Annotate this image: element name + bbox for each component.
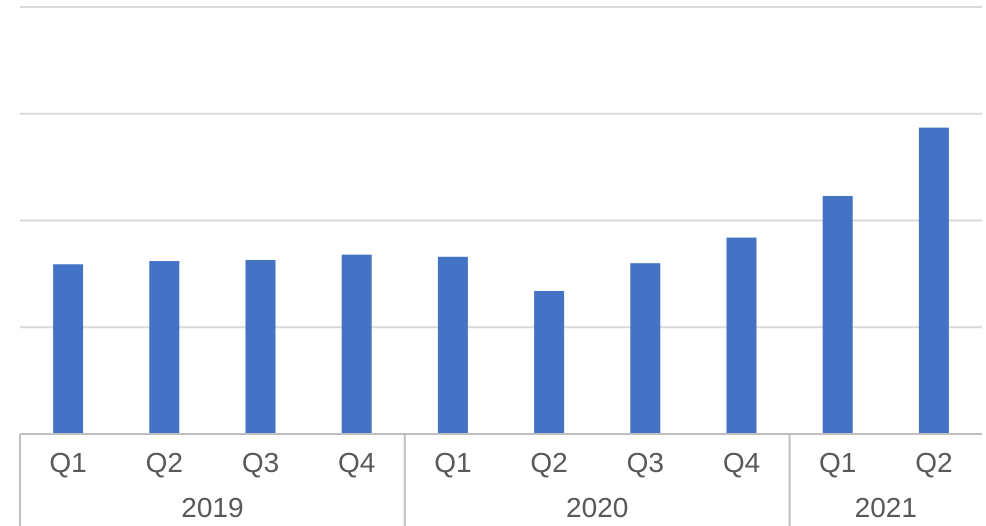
bar bbox=[437, 256, 468, 434]
bars bbox=[53, 127, 949, 434]
x-tick-label: Q4 bbox=[723, 447, 760, 478]
x-tick-label: Q2 bbox=[915, 447, 952, 478]
bar bbox=[53, 264, 84, 434]
x-axis bbox=[19, 433, 982, 526]
x-group-label: 2021 bbox=[855, 492, 917, 523]
x-axis-labels: Q1 Q2 Q3 Q4 Q1 Q2 Q3 Q4 Q1 Q2 2019 2020 2021 bbox=[49, 447, 952, 523]
x-group-label: 2019 bbox=[181, 492, 243, 523]
bar bbox=[822, 195, 853, 434]
bar bbox=[726, 237, 757, 434]
x-group-label: 2020 bbox=[566, 492, 628, 523]
x-tick-label: Q3 bbox=[627, 447, 664, 478]
bar bbox=[341, 254, 372, 434]
bar bbox=[534, 290, 565, 434]
x-tick-label: Q4 bbox=[338, 447, 375, 478]
bar bbox=[630, 263, 661, 434]
x-tick-label: Q3 bbox=[242, 447, 279, 478]
bar bbox=[918, 127, 949, 434]
x-tick-label: Q1 bbox=[434, 447, 471, 478]
bar bbox=[149, 261, 180, 434]
bar bbox=[245, 259, 276, 434]
x-tick-label: Q2 bbox=[530, 447, 567, 478]
x-tick-label: Q2 bbox=[146, 447, 183, 478]
x-tick-label: Q1 bbox=[49, 447, 86, 478]
gridlines bbox=[20, 6, 982, 329]
x-tick-label: Q1 bbox=[819, 447, 856, 478]
